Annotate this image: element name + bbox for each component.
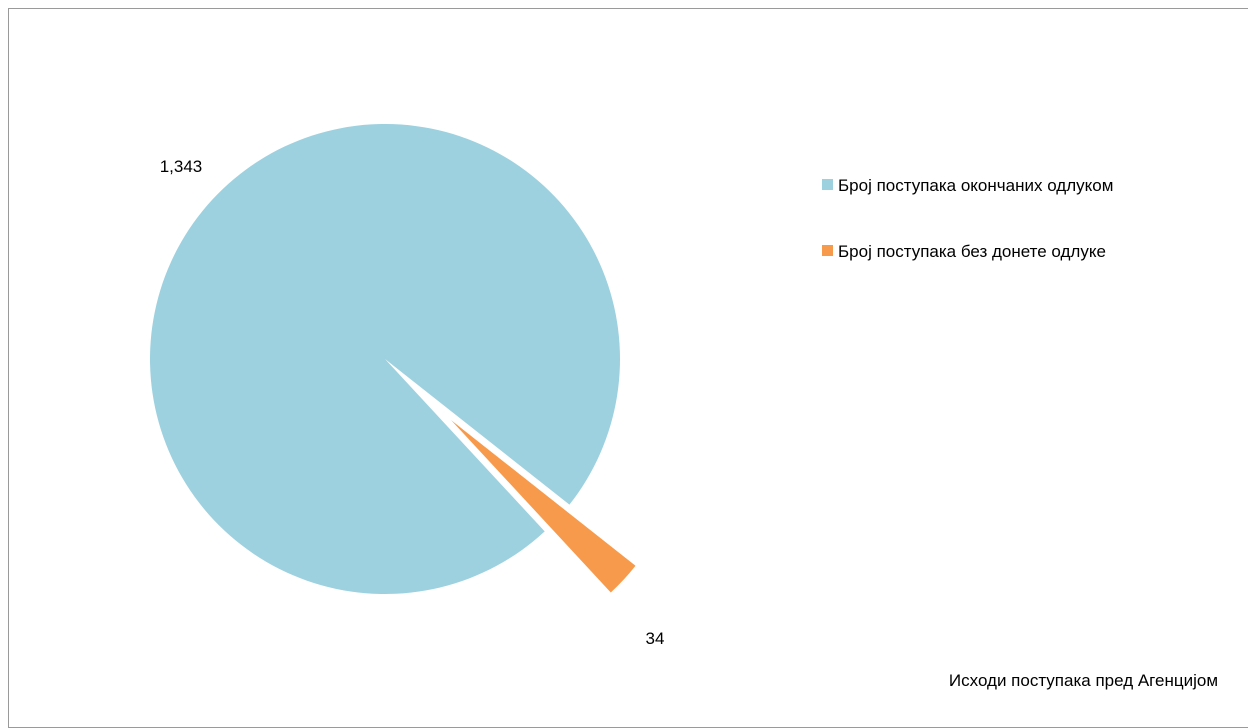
pie-data-labels: 1,343 34: [160, 157, 665, 648]
legend-label-1: Број поступака окончаних одлуком: [838, 176, 1113, 195]
legend-label-2: Број поступака без донете одлуке: [838, 242, 1106, 261]
pie-slice-1: [149, 124, 620, 595]
data-label-2: 34: [646, 629, 665, 648]
pie-slice-2: [451, 420, 636, 593]
chart-title: Исходи поступака пред Агенцијом: [949, 671, 1218, 690]
pie-chart: 1,343 34 Број поступака окончаних одлуком…: [149, 124, 1218, 690]
legend-swatch-2: [822, 245, 833, 256]
pie-slices: [149, 124, 636, 595]
legend-swatch-1: [822, 179, 833, 190]
data-label-1: 1,343: [160, 157, 203, 176]
chart-legend: Број поступака окончаних одлуком Број пос…: [822, 176, 1113, 261]
